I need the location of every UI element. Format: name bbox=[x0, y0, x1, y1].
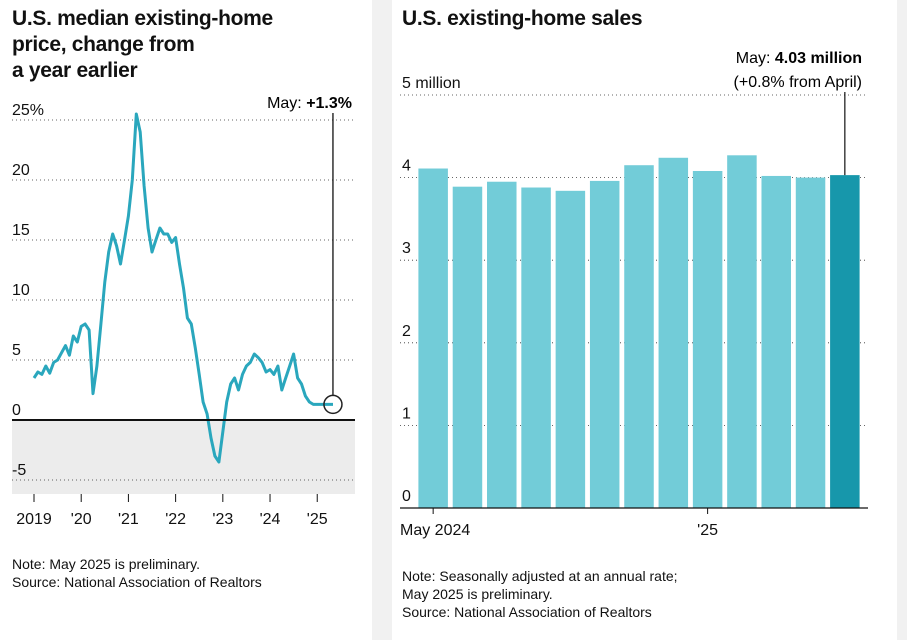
home-sales-note-line-2: May 2025 is preliminary. bbox=[402, 586, 553, 602]
line-x-tick-5: '24 bbox=[260, 511, 281, 528]
right-edge-strip bbox=[897, 0, 907, 640]
line-chart-x-tick-labels: 2019 '20 '21 '22 '23 '24 '25 bbox=[16, 494, 328, 528]
price-change-source: Source: National Association of Realtors bbox=[12, 574, 262, 590]
home-sales-bar-chart: 0 1 2 3 4 5 million May 2024 '25 May: 4.03 mil… bbox=[400, 50, 868, 539]
may-sales-value: 4.03 million bbox=[775, 50, 862, 67]
bar-chart-y-tick-labels: 0 1 2 3 4 5 million bbox=[402, 75, 461, 505]
home-sales-source: Source: National Association of Realtors bbox=[402, 604, 652, 620]
home-sales-title: U.S. existing-home sales bbox=[402, 7, 643, 30]
line-y-tick-4: 15 bbox=[12, 222, 30, 239]
may-sales-prefix: May: bbox=[736, 50, 775, 67]
sales-bar-6 bbox=[624, 165, 654, 508]
line-x-tick-4: '23 bbox=[212, 511, 233, 528]
bar-y-tick-5: 5 million bbox=[402, 75, 461, 92]
bar-y-tick-0: 0 bbox=[402, 488, 411, 505]
price-change-title-line-3: a year earlier bbox=[12, 59, 138, 82]
bar-x-tick-1: '25 bbox=[697, 522, 718, 539]
sales-bar-11 bbox=[795, 177, 826, 508]
panel-gutter bbox=[372, 0, 392, 640]
price-change-line bbox=[32, 112, 333, 464]
line-chart-series bbox=[12, 112, 355, 464]
sales-bar-8 bbox=[692, 170, 723, 508]
bar-x-tick-0: May 2024 bbox=[400, 522, 470, 539]
price-change-panel: U.S. median existing-home price, change … bbox=[0, 0, 372, 640]
price-change-title-line-1: U.S. median existing-home bbox=[12, 7, 273, 30]
may-highlight-circle bbox=[323, 394, 343, 415]
bar-y-tick-2: 2 bbox=[402, 323, 411, 340]
line-y-tick-5: 20 bbox=[12, 162, 30, 179]
sales-bar-2 bbox=[487, 181, 517, 509]
line-y-tick-0: -5 bbox=[12, 462, 26, 479]
price-change-title-line-2: price, change from bbox=[12, 33, 195, 56]
line-x-tick-0: 2019 bbox=[16, 511, 52, 528]
sales-bar-4 bbox=[555, 190, 586, 509]
line-x-tick-2: '21 bbox=[118, 511, 139, 528]
home-sales-note-line-1: Note: Seasonally adjusted at an annual r… bbox=[402, 568, 678, 584]
sales-bar-10 bbox=[761, 175, 791, 508]
bar-y-tick-3: 3 bbox=[402, 240, 411, 257]
line-y-tick-1: 0 bbox=[12, 402, 21, 419]
home-sales-notes: Note: Seasonally adjusted at an annual r… bbox=[402, 567, 882, 621]
price-change-title: U.S. median existing-home price, change … bbox=[12, 6, 342, 84]
sales-bar-3 bbox=[521, 187, 551, 508]
sales-bar-1 bbox=[452, 186, 483, 508]
sales-bar-7 bbox=[658, 157, 689, 508]
line-y-tick-3: 10 bbox=[12, 282, 30, 299]
line-y-tick-6: 25% bbox=[12, 102, 44, 119]
bar-chart-x-tick-labels: May 2024 '25 bbox=[400, 508, 718, 539]
sales-bar-5 bbox=[589, 180, 620, 509]
negative-zone-background bbox=[12, 420, 355, 494]
sales-bar-0 bbox=[418, 168, 448, 509]
price-change-line-chart: -5 0 5 10 15 20 25% 2019 '20 '21 '22 '23 '24 '25 May… bbox=[12, 95, 355, 528]
line-y-tick-2: 5 bbox=[12, 342, 21, 359]
line-x-tick-6: '25 bbox=[307, 511, 328, 528]
bar-chart-annotation: May: 4.03 million (+0.8% from April) bbox=[734, 50, 862, 91]
home-sales-panel: U.S. existing-home sales 0 1 2 3 4 5 million … bbox=[392, 0, 897, 640]
price-change-notes: Note: May 2025 is preliminary. Source: N… bbox=[12, 555, 362, 591]
line-x-tick-1: '20 bbox=[71, 511, 92, 528]
sales-bar-9 bbox=[727, 155, 757, 508]
may-sales-change: (+0.8% from April) bbox=[734, 74, 862, 91]
bar-y-tick-4: 4 bbox=[402, 158, 411, 175]
price-change-note: Note: May 2025 is preliminary. bbox=[12, 556, 201, 572]
may-price-change-value: +1.3% bbox=[306, 95, 352, 112]
may-sales-label: May: 4.03 million bbox=[736, 50, 862, 67]
may-price-change-prefix: May: bbox=[267, 95, 306, 112]
line-x-tick-3: '22 bbox=[165, 511, 186, 528]
line-chart-annotation: May: +1.3% bbox=[267, 95, 352, 112]
line-chart-gridlines bbox=[12, 119, 355, 494]
sales-bar-12 bbox=[830, 175, 860, 508]
bar-y-tick-1: 1 bbox=[402, 405, 411, 422]
line-chart-y-tick-labels: -5 0 5 10 15 20 25% bbox=[12, 102, 44, 479]
may-price-change-label: May: +1.3% bbox=[267, 95, 352, 112]
bar-chart-bars bbox=[400, 92, 868, 509]
